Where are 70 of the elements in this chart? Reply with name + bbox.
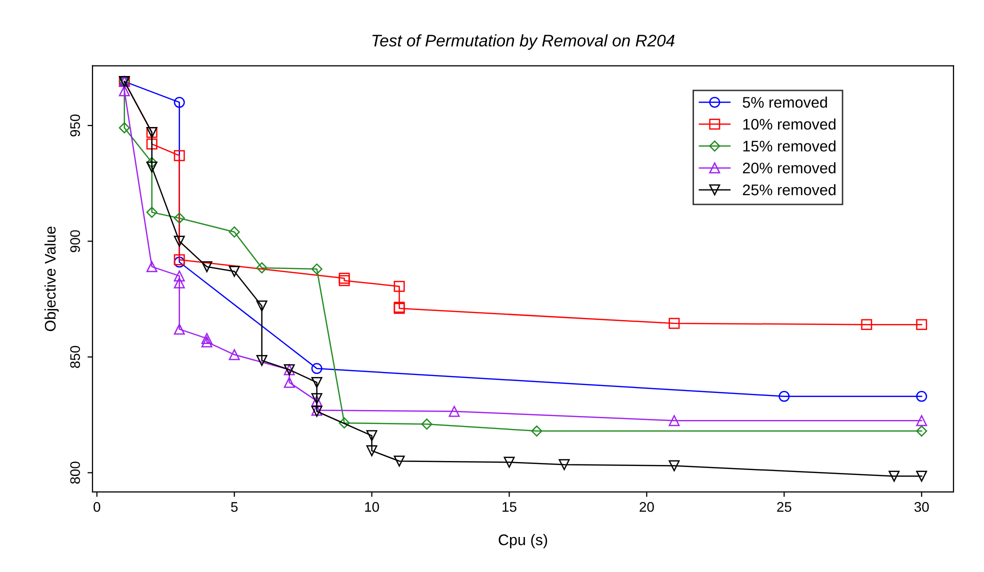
point xyxy=(311,376,322,388)
point xyxy=(146,162,158,173)
point xyxy=(338,272,350,284)
point xyxy=(311,363,322,374)
point xyxy=(448,406,460,417)
y-axis-title: Objective Value xyxy=(44,226,59,332)
point xyxy=(174,150,185,162)
point xyxy=(531,426,542,437)
point xyxy=(668,415,680,426)
legend-label: 20% removed xyxy=(742,162,836,174)
point xyxy=(338,417,350,428)
x-tick-label: 20 xyxy=(640,502,654,512)
legend-label: 15% removed xyxy=(743,140,836,152)
point xyxy=(861,319,872,330)
x-tick-label: 25 xyxy=(777,502,792,512)
point xyxy=(146,157,158,168)
point xyxy=(174,324,185,335)
point xyxy=(146,261,158,272)
point xyxy=(394,456,405,467)
point xyxy=(146,138,158,150)
point xyxy=(338,275,350,286)
point xyxy=(668,318,680,329)
point xyxy=(201,332,212,344)
point xyxy=(888,470,900,482)
x-tick-label: 0 xyxy=(94,502,100,512)
point xyxy=(504,456,515,468)
point xyxy=(146,206,158,218)
x-tick-label: 15 xyxy=(502,502,516,512)
point xyxy=(366,445,378,456)
legend-label: 10% removed xyxy=(743,118,836,130)
point xyxy=(558,459,570,470)
point xyxy=(174,277,185,288)
point xyxy=(256,354,268,366)
point xyxy=(228,266,240,277)
point xyxy=(916,415,928,426)
point xyxy=(778,390,790,402)
point xyxy=(284,376,295,388)
point xyxy=(174,270,185,282)
point xyxy=(201,261,212,272)
y-tick-label: 950 xyxy=(70,114,80,136)
point xyxy=(311,263,322,275)
legend-label: 5% removed xyxy=(742,96,827,108)
point xyxy=(201,336,212,348)
point xyxy=(421,418,432,430)
point xyxy=(228,226,240,238)
point xyxy=(174,96,185,108)
point xyxy=(916,319,928,330)
point xyxy=(256,262,268,274)
y-tick-label: 900 xyxy=(70,230,80,252)
y-tick-label: 850 xyxy=(70,346,80,368)
y-tick-label: 800 xyxy=(70,462,80,484)
point xyxy=(916,470,928,482)
legend-label: 25% removed xyxy=(742,184,836,196)
x-axis-title: Cpu (s) xyxy=(498,534,548,548)
point xyxy=(174,212,185,224)
x-tick-label: 30 xyxy=(914,502,929,512)
point xyxy=(174,254,185,266)
point xyxy=(916,426,928,437)
point xyxy=(668,460,680,472)
point xyxy=(228,349,240,360)
point xyxy=(174,256,185,268)
x-tick-label: 10 xyxy=(365,502,379,512)
point xyxy=(256,300,268,312)
point xyxy=(174,236,185,247)
chart-title: Test of Permutation by Removal on R204 xyxy=(372,34,674,50)
point xyxy=(366,430,378,442)
x-tick-label: 5 xyxy=(231,502,238,512)
point xyxy=(118,122,130,134)
point xyxy=(394,280,405,292)
point xyxy=(916,390,928,402)
